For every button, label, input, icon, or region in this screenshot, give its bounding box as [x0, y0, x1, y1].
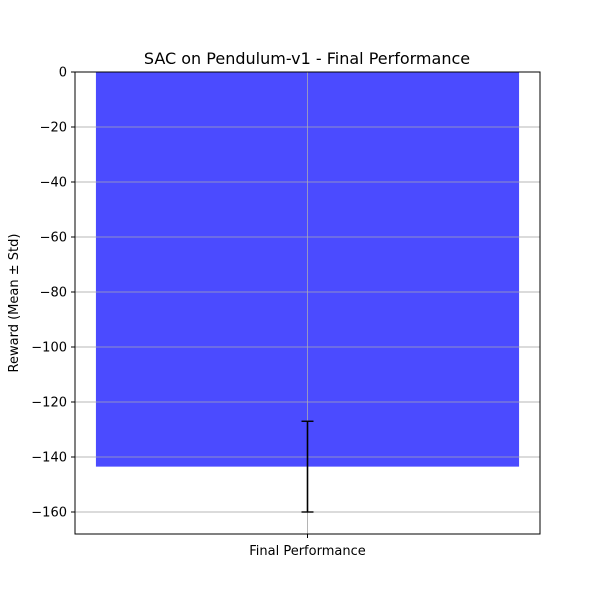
- y-tick-label: −120: [31, 396, 67, 411]
- y-tick-label: −40: [40, 176, 67, 191]
- y-tick-label: 0: [59, 66, 67, 81]
- y-tick-label: −20: [40, 121, 67, 136]
- x-tick-label: Final Performance: [249, 544, 365, 559]
- y-axis-label: Reward (Mean ± Std): [7, 234, 22, 373]
- y-tick-label: −100: [31, 341, 67, 356]
- y-tick-label: −60: [40, 231, 67, 246]
- plot-area: 0 −20 −40 −60 −80 −100 −120 −140 −160 Final Perfo…: [31, 66, 541, 559]
- y-tick-label: −140: [31, 451, 67, 466]
- y-tick-label: −160: [31, 506, 67, 521]
- y-tick-label: −80: [40, 286, 67, 301]
- chart-title: SAC on Pendulum-v1 - Final Performance: [144, 49, 470, 68]
